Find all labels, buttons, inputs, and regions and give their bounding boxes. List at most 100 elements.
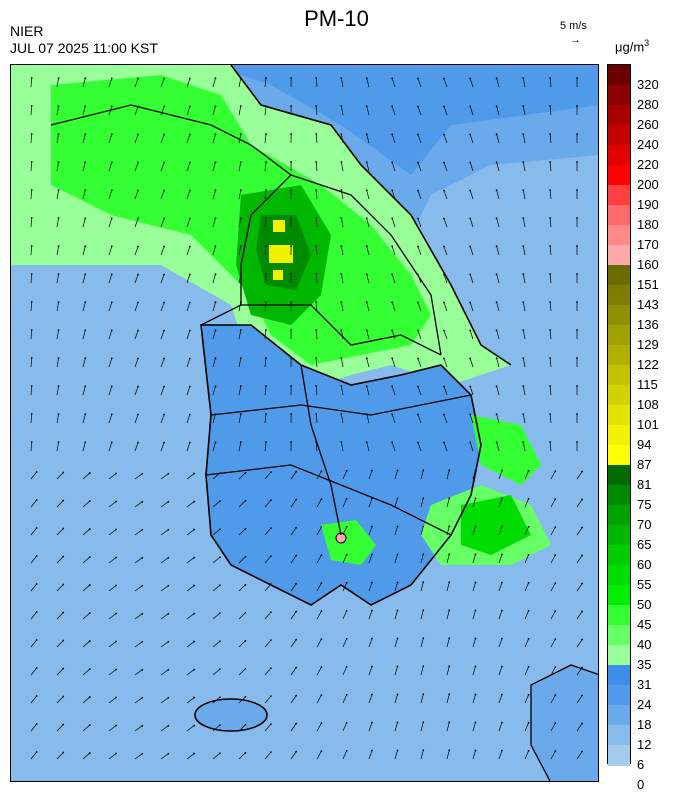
wind-arrow-icon: [315, 386, 318, 396]
wind-arrow-icon: [469, 78, 474, 88]
wind-arrow-head: [469, 77, 472, 80]
wind-arrow-icon: [82, 668, 90, 676]
wind-arrow-head: [239, 161, 242, 164]
wind-arrow-head: [188, 441, 191, 444]
wind-arrow-icon: [134, 725, 143, 732]
wind-arrow-head: [345, 497, 348, 500]
wind-arrow-head: [315, 441, 318, 443]
wind-arrow-icon: [264, 751, 272, 760]
wind-arrow-head: [265, 133, 267, 135]
wind-arrow-icon: [391, 358, 396, 368]
wind-arrow-icon: [82, 752, 90, 760]
wind-arrow-icon: [394, 470, 398, 480]
wind-arrow-icon: [342, 666, 347, 676]
wind-arrow-head: [527, 581, 530, 584]
colorbar-segment: [608, 525, 630, 546]
wind-arrow-head: [469, 273, 472, 276]
wind-arrow-head: [469, 413, 472, 416]
wind-arrow-head: [84, 273, 87, 276]
wind-arrow-head: [340, 301, 343, 304]
wind-arrow-head: [115, 528, 118, 531]
wind-arrow-icon: [315, 302, 318, 312]
wind-arrow-icon: [160, 641, 169, 648]
wind-arrow-head: [527, 497, 530, 500]
wind-arrow-icon: [82, 414, 86, 424]
wind-arrow-head: [244, 583, 247, 586]
wind-arrow-icon: [366, 218, 370, 228]
wind-arrow-icon: [550, 470, 556, 480]
wind-arrow-icon: [417, 414, 422, 424]
wind-arrow-head: [469, 189, 472, 192]
wind-arrow-head: [315, 217, 318, 219]
wind-arrow-icon: [186, 386, 191, 396]
wind-arrow-icon: [264, 667, 272, 676]
wind-arrow-head: [448, 497, 451, 500]
wind-arrow-head: [265, 357, 267, 359]
wind-arrow-icon: [160, 697, 169, 704]
wind-arrow-head: [84, 413, 87, 416]
wind-arrow-icon: [134, 78, 139, 88]
wind-arrow-head: [295, 750, 298, 753]
wind-arrow-head: [269, 667, 272, 670]
wind-arrow-icon: [238, 500, 246, 508]
wind-arrow-icon: [160, 386, 165, 396]
wind-arrow-icon: [212, 134, 216, 144]
wind-arrow-head: [265, 413, 267, 415]
wind-arrow-head: [522, 189, 525, 192]
wind-arrow-icon: [524, 610, 529, 620]
wind-arrow-head: [391, 329, 394, 332]
wind-arrow-icon: [134, 386, 139, 396]
wind-arrow-head: [35, 499, 38, 501]
wind-arrow-icon: [30, 245, 33, 256]
wind-arrow-head: [448, 609, 451, 612]
wind-arrow-head: [35, 583, 38, 585]
wind-arrow-head: [554, 694, 557, 697]
wind-arrow-icon: [498, 694, 503, 704]
wind-arrow-head: [443, 189, 445, 192]
wind-arrow-icon: [30, 695, 37, 704]
wind-arrow-head: [495, 273, 498, 276]
wind-arrow-head: [295, 610, 298, 613]
wind-arrow-head: [295, 666, 298, 669]
wind-arrow-icon: [238, 556, 246, 564]
wind-arrow-icon: [469, 218, 474, 228]
wind-arrow-icon: [366, 442, 370, 452]
wind-arrow-icon: [443, 442, 448, 452]
wind-arrow-head: [345, 469, 348, 472]
wind-arrow-icon: [316, 638, 322, 648]
wind-arrow-head: [35, 611, 38, 613]
wind-arrow-head: [295, 694, 298, 697]
wind-arrow-icon: [391, 190, 396, 200]
colorbar-segment: [608, 545, 630, 566]
wind-arrow-head: [30, 273, 33, 275]
map-canvas: [11, 65, 598, 781]
wind-arrow-head: [188, 301, 191, 304]
wind-arrow-head: [581, 750, 583, 753]
wind-arrow-icon: [56, 330, 59, 340]
wind-arrow-icon: [108, 442, 113, 452]
wind-arrow-icon: [498, 498, 503, 508]
wind-arrow-icon: [342, 610, 347, 620]
wind-arrow-icon: [264, 723, 272, 732]
wind-arrow-icon: [134, 246, 139, 256]
wind-arrow-head: [141, 500, 144, 503]
wind-arrow-head: [495, 441, 498, 444]
wind-arrow-icon: [212, 78, 216, 88]
wind-arrow-icon: [522, 330, 526, 340]
wind-arrow-head: [422, 497, 425, 500]
wind-arrow-head: [495, 385, 498, 388]
wind-arrow-head: [554, 750, 557, 753]
wind-arrow-head: [295, 722, 298, 725]
wind-arrow-head: [576, 245, 578, 247]
wind-arrow-head: [345, 665, 348, 668]
wind-arrow-icon: [472, 610, 476, 620]
wind-arrow-head: [84, 133, 87, 136]
wind-arrow-icon: [212, 302, 216, 312]
colorbar-tick-label: 122: [637, 357, 659, 372]
wind-arrow-head: [193, 612, 196, 615]
wind-arrow-icon: [160, 669, 169, 676]
wind-arrow-icon: [472, 582, 476, 592]
wind-arrow-head: [340, 161, 343, 164]
wind-arrow-head: [443, 133, 445, 136]
wind-arrow-icon: [82, 358, 86, 368]
